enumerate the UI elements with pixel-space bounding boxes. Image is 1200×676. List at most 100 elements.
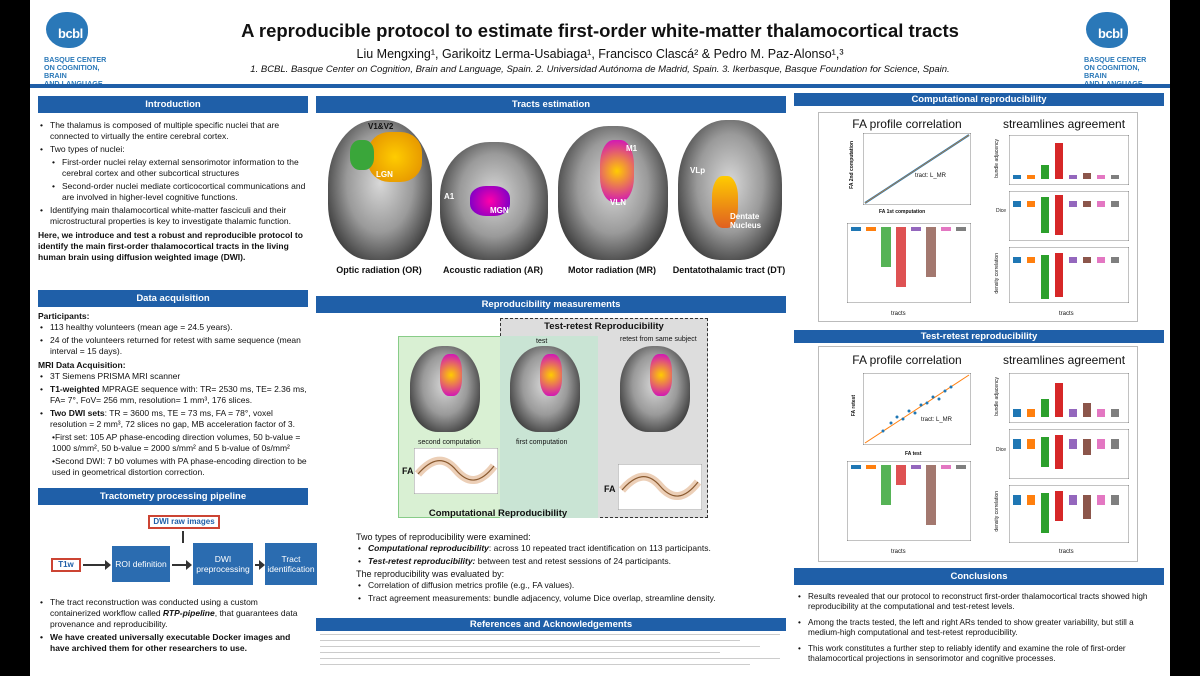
repro-body: Two types of reproducibility were examin… xyxy=(356,532,776,606)
pipeline-b1c: , that guarantees data provenance and re… xyxy=(50,608,298,629)
dwi-connector xyxy=(182,531,184,543)
fa-curve-right xyxy=(618,464,702,510)
header-rule xyxy=(30,84,1170,88)
intro-b2b: Second-order nuclei mediate corticocorti… xyxy=(38,181,310,203)
ref-line-4 xyxy=(320,652,720,653)
ref-line-5 xyxy=(320,658,780,659)
trtrep-scatter xyxy=(863,373,971,445)
comprep-tracts-left: tracts xyxy=(891,311,906,317)
intro-b2: Two types of nuclei: xyxy=(38,144,310,155)
label-v1: V1&V2 xyxy=(368,122,394,131)
concl-header: Conclusions xyxy=(794,568,1164,585)
pipeline-b1: The tract reconstruction was conducted u… xyxy=(38,597,310,630)
comp-title: Computational Reproducibility xyxy=(428,508,568,519)
logo-line1: BASQUE CENTER xyxy=(44,55,107,64)
label-lgn: LGN xyxy=(376,170,393,179)
logo-text: bcbl xyxy=(1098,26,1123,41)
acq-participants: Participants: xyxy=(38,311,90,321)
trtrep-tracts-right: tracts xyxy=(1059,549,1074,555)
logo-blob xyxy=(1086,12,1128,48)
repro-c2: Test-retest reproducibility: between tes… xyxy=(356,556,776,567)
test-label: test xyxy=(536,338,548,345)
acq-m1: 3T Siemens PRISMA MRI scanner xyxy=(38,371,310,382)
retest-label: retest from same subject xyxy=(620,336,697,343)
poster: bcbl BASQUE CENTER ON COGNITION, BRAIN A… xyxy=(30,0,1170,676)
acq-m2: T1-weighted MPRAGE sequence with: TR= 25… xyxy=(38,384,310,406)
comprep-header: Computational reproducibility xyxy=(794,93,1164,106)
repro-e2: Tract agreement measurements: bundle adj… xyxy=(356,593,776,604)
tract-ar xyxy=(470,186,510,216)
tract-dt xyxy=(712,176,738,228)
repro-header: Reproducibility measurements xyxy=(316,296,786,313)
repro-c2a: Test-retest reproducibility: xyxy=(368,556,476,566)
bcbl-logo-right: bcbl BASQUE CENTER ON COGNITION, BRAIN A… xyxy=(1076,4,1164,96)
arrow-prep xyxy=(255,560,265,570)
t1w-box: T1w xyxy=(51,558,81,572)
tract-or xyxy=(368,132,422,182)
tract-second xyxy=(440,354,462,396)
comprep-tracts-right: tracts xyxy=(1059,311,1074,317)
intro-b4: Here, we introduce and test a robust and… xyxy=(38,230,303,262)
tracts-header: Tracts estimation xyxy=(316,96,786,113)
comprep-ba-plot xyxy=(1009,135,1129,185)
pipeline-body: The tract reconstruction was conducted u… xyxy=(38,597,310,656)
intro-header: Introduction xyxy=(38,96,308,113)
first-label: first computation xyxy=(516,439,568,446)
label-a1: A1 xyxy=(444,192,455,201)
acq-m3-text: : TR = 3600 ms, TE = 73 ms, FA = 78°, vo… xyxy=(50,408,295,429)
intro-b3: Identifying main thalamocortical white-m… xyxy=(38,205,310,227)
caption-dt: Dentatothalamic tract (DT) xyxy=(672,265,786,275)
repro-c2b: between test and retest sessions of 24 p… xyxy=(475,556,671,566)
ref-line-2 xyxy=(320,640,740,641)
tract-or-green xyxy=(350,140,374,170)
poster-title: A reproducible protocol to estimate firs… xyxy=(241,20,959,41)
repro-c1b: : across 10 repeated tract identificatio… xyxy=(488,543,711,553)
trtrep-header: Test-retest reproducibility xyxy=(794,330,1164,343)
logo-line2: ON COGNITION, BRAIN xyxy=(44,63,100,80)
fa-label-right: FA xyxy=(604,484,616,494)
repro-e1: Correlation of diffusion metrics profile… xyxy=(356,580,776,591)
comprep-dice-label: Dice xyxy=(996,208,1007,214)
acq-m2-text: MPRAGE sequence with: TR= 2530 ms, TE= 2… xyxy=(50,384,307,405)
logo-caption: BASQUE CENTER ON COGNITION, BRAIN AND LA… xyxy=(1084,56,1164,88)
poster-header: A reproducible protocol to estimate firs… xyxy=(150,4,1050,75)
second-label: second computation xyxy=(418,439,481,446)
repro-c1: Computational reproducibility: across 10… xyxy=(356,543,776,554)
trtrep-tracts-left: tracts xyxy=(891,549,906,555)
acq-m3-label: Two DWI sets xyxy=(50,408,105,418)
dwi-raw-box: DWI raw images xyxy=(148,515,220,529)
comprep-figure: FA profile correlation streamlines agree… xyxy=(818,112,1138,322)
caption-or: Optic radiation (OR) xyxy=(336,265,422,275)
caption-mr: Motor radiation (MR) xyxy=(568,265,656,275)
acq-m4: •First set: 105 AP phase-encoding direct… xyxy=(52,432,301,453)
acq-m2-label: T1-weighted xyxy=(50,384,100,394)
pipeline-b2: We have created universally executable D… xyxy=(38,632,310,654)
logo-line2: ON COGNITION, BRAIN xyxy=(1084,63,1140,80)
trtrep-tract-label: tract: L_MR xyxy=(921,417,953,423)
label-m1: M1 xyxy=(626,144,638,153)
ref-line-3 xyxy=(320,646,760,647)
trtrep-dc-plot xyxy=(1009,485,1129,543)
comprep-xlab: FA 1st computation xyxy=(879,209,926,215)
logo-line3: AND LANGUAGE xyxy=(1084,80,1164,88)
label-vln: VLN xyxy=(610,198,626,207)
caption-ar: Acoustic radiation (AR) xyxy=(442,265,543,275)
pipeline-b1b: RTP-pipeline xyxy=(162,608,215,618)
label-vlp: VLp xyxy=(690,166,706,175)
trtrep-dice-plot xyxy=(1009,429,1129,479)
acq-m3: Two DWI sets: TR = 3600 ms, TE = 73 ms, … xyxy=(38,408,310,430)
authors: Liu Mengxing¹, Garikoitz Lerma-Usabiaga¹… xyxy=(356,47,844,61)
trtrep-ba-plot xyxy=(1009,373,1129,423)
comprep-dice-plot xyxy=(1009,191,1129,241)
tract-mr xyxy=(600,140,634,202)
pipeline-b1a: The tract reconstruction was conducted u… xyxy=(50,597,258,618)
trtrep-sl-title: streamlines agreement xyxy=(1002,353,1126,367)
concl-body: Results revealed that our protocol to re… xyxy=(796,592,1164,666)
acq-body: Participants: 113 healthy volunteers (me… xyxy=(38,311,310,480)
fa-curve-left xyxy=(414,448,498,494)
repro-c1a: Computational reproducibility xyxy=(368,543,489,553)
concl-c3: This work constitutes a further step to … xyxy=(796,644,1164,664)
acq-m5: •Second DWI: 7 b0 volumes with PA phase-… xyxy=(52,456,307,477)
bcbl-logo-left: bcbl BASQUE CENTER ON COGNITION, BRAIN A… xyxy=(36,4,124,96)
acq-header: Data acquisition xyxy=(38,290,308,307)
